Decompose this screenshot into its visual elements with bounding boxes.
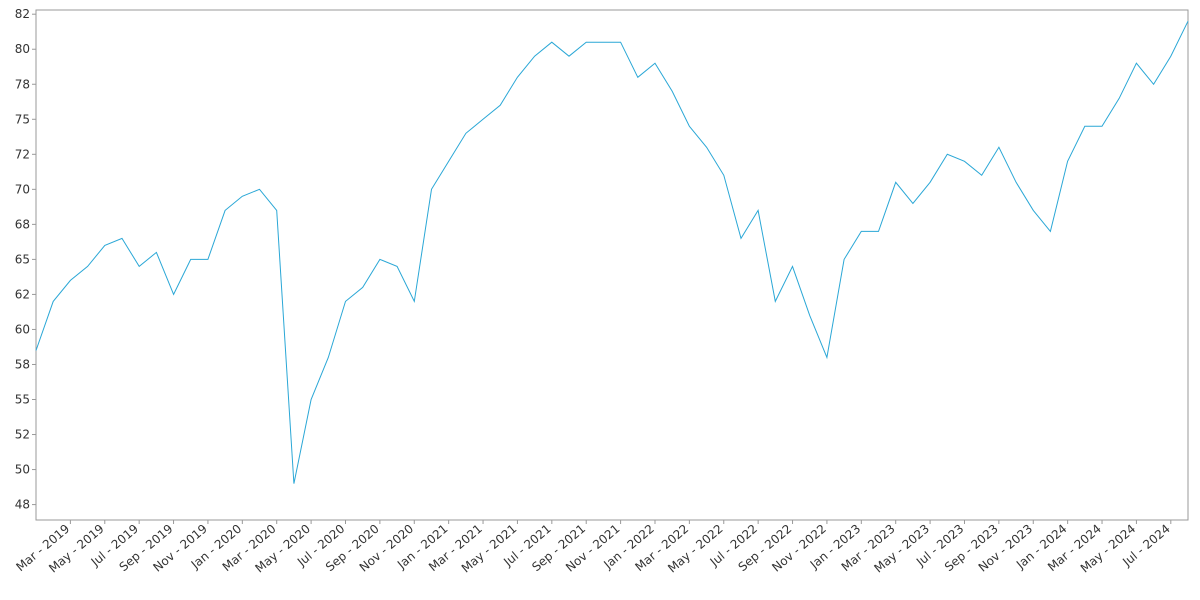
y-tick-label: 50 <box>15 463 30 477</box>
plot-frame <box>35 9 1189 521</box>
y-tick-label: 48 <box>15 498 30 512</box>
series-line <box>35 20 1189 484</box>
y-tick-label: 70 <box>15 182 30 196</box>
y-tick-label: 80 <box>15 42 30 56</box>
y-tick-label: 55 <box>15 393 30 407</box>
y-tick-label: 82 <box>15 7 30 21</box>
y-tick-label: 78 <box>15 77 30 91</box>
y-tick-label: 68 <box>15 217 30 231</box>
y-tick-label: 72 <box>15 147 30 161</box>
y-tick-label: 52 <box>15 428 30 442</box>
y-tick-label: 62 <box>15 287 30 301</box>
y-tick-label: 58 <box>15 357 30 371</box>
y-tick-label: 75 <box>15 112 30 126</box>
y-tick-label: 65 <box>15 252 30 266</box>
y-tick-label: 60 <box>15 322 30 336</box>
